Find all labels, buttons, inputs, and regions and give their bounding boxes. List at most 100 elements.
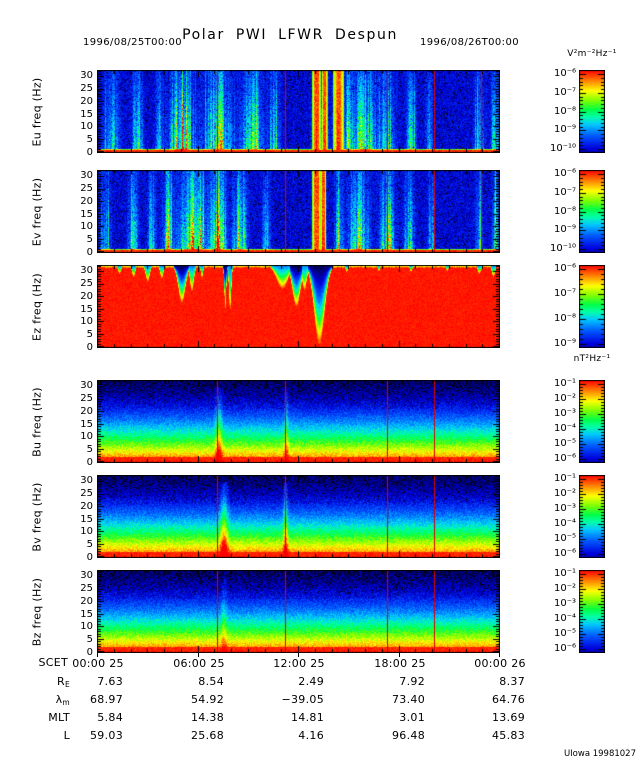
y-tick-label: 10 (80, 621, 93, 632)
y-axis-label-ez: Ez freq (Hz) (30, 273, 44, 341)
ephemeris-row-label-main: λ (55, 693, 63, 706)
ephemeris-value: 14.81 (291, 711, 324, 724)
y-axis-label-bu: Bu freq (Hz) (30, 387, 44, 457)
colorbar-bv (579, 475, 605, 558)
y-tick-label: 20 (80, 501, 93, 512)
colorbar-tick-label: 10⁻⁵ (553, 438, 576, 449)
colorbar-eu (579, 70, 605, 153)
y-tick-label: 0 (86, 247, 93, 258)
x-axis-tick (298, 653, 299, 657)
x-axis-tick (198, 653, 199, 657)
colorbar-bu (579, 380, 605, 463)
colorbar-tick-label: 10⁻⁸ (553, 106, 576, 117)
y-tick-label: 15 (80, 304, 93, 315)
ephemeris-row-label-main: R (57, 675, 65, 688)
colorbar-tick-label: 10⁻⁹ (553, 124, 576, 135)
ephemeris-value: 13.69 (492, 711, 525, 724)
y-tick-label: 20 (80, 406, 93, 417)
colorbar-tick-label: 10⁻⁵ (553, 628, 576, 639)
y-tick-label: 20 (80, 291, 93, 302)
y-tick-label: 30 (80, 265, 93, 276)
colorbar-tick-label: 10⁻⁴ (553, 613, 576, 624)
colorbar-tick-label: 10⁻⁶ (553, 263, 576, 274)
end-time-label: 1996/08/26T00:00 (420, 37, 519, 48)
y-tick-label: 5 (86, 329, 93, 340)
y-tick-label: 30 (80, 475, 93, 486)
y-axis-label-eu: Eu freq (Hz) (30, 77, 44, 147)
colorbar-tick-label: 10⁻³ (553, 598, 576, 609)
x-tick-label: 12:00 25 (273, 657, 325, 670)
credit-label: UIowa 19981027 (563, 749, 636, 759)
colorbar-tick-label: 10⁻⁶ (553, 643, 576, 654)
y-tick-label: 0 (86, 647, 93, 658)
spectrogram-panel-bz (97, 570, 500, 653)
y-tick-label: 5 (86, 634, 93, 645)
ephemeris-value: 5.84 (97, 711, 123, 724)
y-tick-label: 25 (80, 83, 93, 94)
y-tick-label: 25 (80, 488, 93, 499)
y-axis-label-bv: Bv freq (Hz) (30, 482, 44, 552)
y-tick-label: 30 (80, 570, 93, 581)
y-tick-label: 0 (86, 342, 93, 353)
colorbar-tick-label: 10⁻⁷ (553, 187, 576, 198)
ephemeris-row-label: L (18, 730, 70, 742)
ephemeris-row-label-sub: m (62, 698, 70, 707)
ephemeris-value: 59.03 (90, 729, 123, 742)
colorbar-tick-label: 10⁻² (553, 583, 576, 594)
magnetic-unit-label: nT²Hz⁻¹ (573, 354, 611, 364)
x-axis-tick (399, 653, 400, 657)
y-tick-label: 10 (80, 526, 93, 537)
colorbar-tick-label: 10⁻⁴ (553, 423, 576, 434)
ephemeris-row-label-main: MLT (48, 711, 70, 724)
colorbar-tick-label: 10⁻⁹ (553, 338, 576, 349)
x-axis-tick (499, 653, 500, 657)
ephemeris-value: 7.63 (97, 675, 123, 688)
spectrogram-panel-bu (97, 380, 500, 463)
y-tick-label: 20 (80, 596, 93, 607)
colorbar-tick-label: 10⁻⁶ (553, 168, 576, 179)
ephemeris-row-label: λm (18, 693, 70, 708)
y-tick-label: 25 (80, 278, 93, 289)
ephemeris-value: −39.05 (281, 693, 324, 706)
x-tick-label: 06:00 25 (173, 657, 225, 670)
colorbar-tick-label: 10⁻² (553, 488, 576, 499)
colorbar-ev (579, 170, 605, 253)
x-axis-tick (97, 653, 98, 657)
y-tick-label: 0 (86, 457, 93, 468)
main-title: Polar PWI LFWR Despun (182, 27, 398, 43)
ephemeris-row-label: RE (18, 675, 70, 690)
y-tick-label: 25 (80, 583, 93, 594)
ephemeris-value: 45.83 (492, 729, 525, 742)
start-time-label: 1996/08/25T00:00 (83, 37, 182, 48)
ephemeris-row-label-main: L (63, 729, 70, 742)
ephemeris-value: 54.92 (191, 693, 224, 706)
x-tick-label: 18:00 25 (374, 657, 426, 670)
y-tick-label: 10 (80, 121, 93, 132)
y-tick-label: 15 (80, 419, 93, 430)
y-tick-label: 15 (80, 514, 93, 525)
y-tick-label: 15 (80, 209, 93, 220)
colorbar-tick-label: 10⁻¹ (553, 568, 576, 579)
colorbar-tick-label: 10⁻⁷ (553, 288, 576, 299)
colorbar-bz (579, 570, 605, 653)
colorbar-tick-label: 10⁻⁶ (553, 68, 576, 79)
y-tick-label: 5 (86, 134, 93, 145)
y-tick-label: 30 (80, 70, 93, 81)
y-tick-label: 10 (80, 431, 93, 442)
y-tick-label: 5 (86, 444, 93, 455)
colorbar-tick-label: 10⁻⁸ (553, 313, 576, 324)
y-tick-label: 5 (86, 539, 93, 550)
ephemeris-value: 8.37 (499, 675, 525, 688)
colorbar-tick-label: 10⁻² (553, 393, 576, 404)
ephemeris-value: 3.01 (399, 711, 425, 724)
colorbar-tick-label: 10⁻⁸ (553, 206, 576, 217)
y-tick-label: 15 (80, 109, 93, 120)
y-tick-label: 0 (86, 147, 93, 158)
y-tick-label: 25 (80, 393, 93, 404)
colorbar-tick-label: 10⁻¹ (553, 378, 576, 389)
y-tick-label: 30 (80, 170, 93, 181)
electric-unit-label: V²m⁻²Hz⁻¹ (567, 49, 617, 59)
ephemeris-value: 7.92 (399, 675, 425, 688)
y-tick-label: 5 (86, 234, 93, 245)
ephemeris-value: 64.76 (492, 693, 525, 706)
